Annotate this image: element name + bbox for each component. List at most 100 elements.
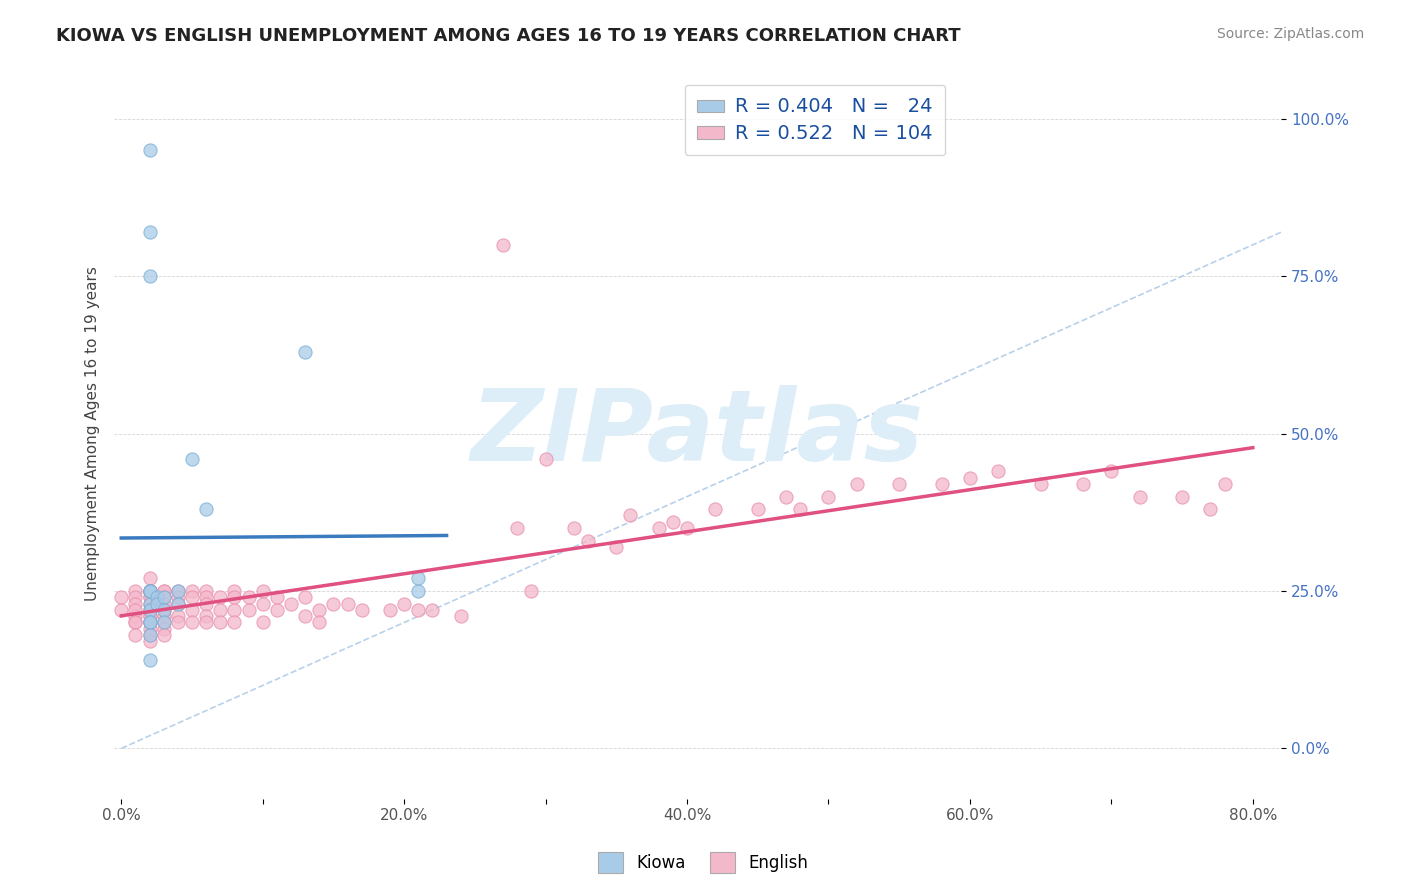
Point xyxy=(817,490,839,504)
Point xyxy=(138,609,160,624)
Point xyxy=(562,521,585,535)
Point xyxy=(138,603,160,617)
Point xyxy=(1171,490,1194,504)
Point xyxy=(789,502,811,516)
Point xyxy=(138,622,160,636)
Point xyxy=(238,603,260,617)
Point xyxy=(350,603,373,617)
Point xyxy=(166,615,188,630)
Point xyxy=(619,508,641,523)
Point xyxy=(166,597,188,611)
Point xyxy=(124,603,146,617)
Point xyxy=(166,591,188,605)
Point xyxy=(138,615,160,630)
Point xyxy=(845,477,868,491)
Point xyxy=(152,591,174,605)
Point xyxy=(145,591,167,605)
Point xyxy=(1029,477,1052,491)
Point xyxy=(124,615,146,630)
Point xyxy=(110,591,132,605)
Point xyxy=(152,622,174,636)
Legend: Kiowa, English: Kiowa, English xyxy=(591,846,815,880)
Point xyxy=(138,584,160,599)
Point xyxy=(408,571,430,585)
Point xyxy=(676,521,699,535)
Point xyxy=(209,591,232,605)
Point xyxy=(648,521,671,535)
Point xyxy=(166,597,188,611)
Point xyxy=(152,584,174,599)
Point xyxy=(195,584,218,599)
Point xyxy=(336,597,359,611)
Point xyxy=(124,615,146,630)
Point xyxy=(138,584,160,599)
Point xyxy=(181,615,204,630)
Point xyxy=(138,628,160,642)
Point xyxy=(152,615,174,630)
Point xyxy=(138,615,160,630)
Point xyxy=(138,584,160,599)
Point xyxy=(138,584,160,599)
Point xyxy=(166,609,188,624)
Point xyxy=(392,597,415,611)
Point xyxy=(224,615,246,630)
Point xyxy=(166,584,188,599)
Point xyxy=(224,603,246,617)
Point xyxy=(138,634,160,648)
Point xyxy=(138,615,160,630)
Point xyxy=(238,591,260,605)
Point xyxy=(576,533,599,548)
Point xyxy=(195,502,218,516)
Point xyxy=(252,597,274,611)
Point xyxy=(138,269,160,284)
Point xyxy=(138,225,160,239)
Point xyxy=(138,603,160,617)
Point xyxy=(308,603,330,617)
Point xyxy=(138,615,160,630)
Point xyxy=(322,597,344,611)
Point xyxy=(422,603,444,617)
Legend: R = 0.404   N =   24, R = 0.522   N = 104: R = 0.404 N = 24, R = 0.522 N = 104 xyxy=(685,85,945,155)
Point xyxy=(138,597,160,611)
Point xyxy=(959,471,981,485)
Point xyxy=(294,591,316,605)
Point xyxy=(224,591,246,605)
Point xyxy=(138,597,160,611)
Point xyxy=(280,597,302,611)
Point xyxy=(124,584,146,599)
Point xyxy=(294,609,316,624)
Point xyxy=(138,653,160,667)
Point xyxy=(931,477,953,491)
Point xyxy=(408,584,430,599)
Point xyxy=(1071,477,1094,491)
Point xyxy=(889,477,911,491)
Text: ZIPatlas: ZIPatlas xyxy=(471,385,924,483)
Point xyxy=(704,502,727,516)
Point xyxy=(195,591,218,605)
Point xyxy=(138,591,160,605)
Point xyxy=(252,584,274,599)
Text: Source: ZipAtlas.com: Source: ZipAtlas.com xyxy=(1216,27,1364,41)
Point xyxy=(181,451,204,466)
Point xyxy=(1199,502,1222,516)
Point xyxy=(152,591,174,605)
Point xyxy=(124,628,146,642)
Point xyxy=(138,628,160,642)
Point xyxy=(124,591,146,605)
Point xyxy=(195,609,218,624)
Point xyxy=(224,584,246,599)
Point xyxy=(138,584,160,599)
Point xyxy=(110,603,132,617)
Point xyxy=(408,603,430,617)
Point xyxy=(152,597,174,611)
Point xyxy=(152,603,174,617)
Point xyxy=(124,597,146,611)
Point xyxy=(775,490,797,504)
Point xyxy=(987,464,1010,478)
Point xyxy=(209,615,232,630)
Point xyxy=(266,603,288,617)
Point xyxy=(145,597,167,611)
Point xyxy=(166,584,188,599)
Point xyxy=(138,609,160,624)
Point xyxy=(492,237,515,252)
